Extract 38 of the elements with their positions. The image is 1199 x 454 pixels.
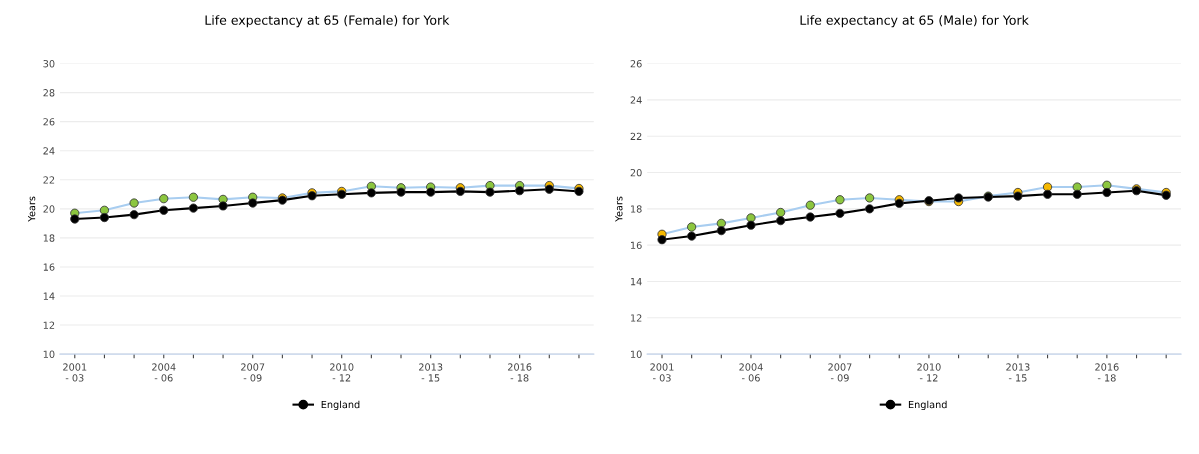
y-tick-label: 20 [43, 205, 55, 213]
y-tick-label: 14 [43, 292, 55, 300]
x-tick-label: 2010 - 12 [330, 363, 354, 382]
y-tick-label: 18 [43, 234, 55, 242]
y-tick-label: 26 [43, 118, 55, 126]
x-tick-label: 2001 - 03 [63, 363, 87, 382]
x-tick-label: 2004 - 06 [739, 363, 763, 382]
y-tick-label: 22 [630, 132, 642, 140]
x-tick-label: 2010 - 12 [917, 363, 941, 382]
x-tick-label: 2013 - 15 [419, 363, 443, 382]
x-tick-label: 2007 - 09 [828, 363, 852, 382]
x-tick-label: 2001 - 03 [650, 363, 674, 382]
x-tick-label: 2007 - 09 [241, 363, 265, 382]
y-tick-label: 12 [631, 314, 642, 322]
y-tick-label: 14 [631, 278, 642, 286]
y-tick-label: 12 [43, 321, 55, 329]
y-tick-label: 30 [43, 60, 55, 68]
x-tick-label: 2013 - 15 [1006, 363, 1030, 382]
legend-label: England [908, 400, 947, 411]
y-tick-label: 16 [631, 241, 642, 249]
y-tick-label: 24 [630, 96, 642, 104]
chart-title: Life expectancy at 65 (Female) for York [205, 15, 450, 28]
y-axis-title: Years [28, 196, 36, 222]
y-tick-label: 18 [631, 205, 642, 213]
y-tick-label: 20 [630, 169, 642, 177]
y-tick-label: 26 [630, 60, 642, 68]
y-tick-label: 10 [631, 350, 642, 358]
y-tick-label: 16 [43, 263, 55, 271]
chart-title: Life expectancy at 65 (Male) for York [800, 15, 1029, 28]
y-tick-label: 28 [43, 89, 55, 97]
x-tick-label: 2004 - 06 [152, 363, 176, 382]
x-tick-label: 2016 - 18 [507, 363, 532, 382]
x-tick-label: 2016 - 18 [1095, 363, 1119, 382]
legend-label: England [321, 400, 360, 411]
y-tick-label: 24 [43, 147, 55, 155]
y-axis-title: Years [615, 196, 623, 222]
y-tick-label: 22 [43, 176, 55, 184]
y-tick-label: 10 [43, 350, 55, 358]
